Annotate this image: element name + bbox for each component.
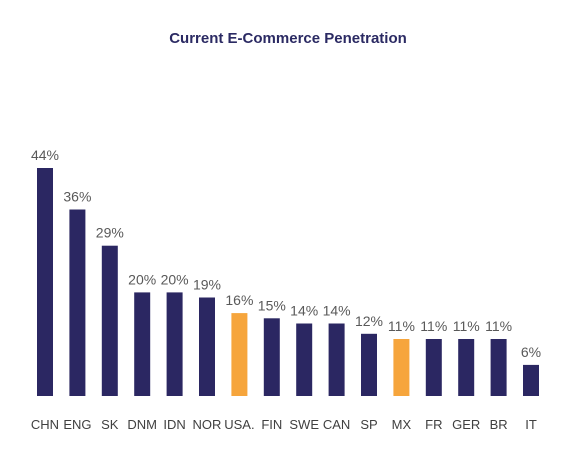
data-label-sp: 12% xyxy=(355,313,383,329)
bar-it xyxy=(523,364,539,396)
data-label-br: 11% xyxy=(485,318,512,334)
bar-swe xyxy=(296,323,313,396)
bar-idn xyxy=(166,292,183,396)
value-labels-group: 44%36%29%20% 20% 19%16% 15% 14% 14%12% 11% 11% 1… xyxy=(31,147,541,360)
bar-sk xyxy=(101,245,118,396)
chart-title: Current E-Commerce Penetration xyxy=(169,30,407,47)
data-label-nor: 19% xyxy=(193,277,221,293)
bars-group xyxy=(37,168,539,396)
category-label-idn: IDN xyxy=(163,417,185,432)
category-label-mx: MX xyxy=(392,417,412,432)
category-label-dnm: DNM xyxy=(127,417,157,432)
category-label-usa: USA. xyxy=(224,417,254,432)
category-label-ger: GER xyxy=(452,417,480,432)
category-label-swe: SWE xyxy=(289,417,319,432)
bar-chn xyxy=(37,168,53,396)
category-label-it: IT xyxy=(525,417,537,432)
category-label-chn: CHN xyxy=(31,417,59,432)
data-label-fin: 15% xyxy=(258,297,286,313)
data-label-usa: 16% xyxy=(225,292,253,308)
bar-dnm xyxy=(134,292,151,396)
data-label-it: 6% xyxy=(521,344,541,360)
bar-eng xyxy=(69,209,86,396)
category-label-sk: SK xyxy=(101,417,119,432)
data-label-swe: 14% xyxy=(290,303,318,319)
category-label-fin: FIN xyxy=(261,417,282,432)
category-label-nor: NOR xyxy=(193,417,222,432)
bar-fr xyxy=(425,339,442,396)
data-label-mx: 11% xyxy=(388,318,415,334)
category-labels-group: CHN ENG SK DNM IDN NOR USA. FIN SWE CAN SP MX FR GER B… xyxy=(31,417,537,432)
category-label-fr: FR xyxy=(425,417,442,432)
bar-br xyxy=(490,339,507,396)
bar-can xyxy=(328,323,345,396)
bar-mx xyxy=(393,339,410,396)
data-label-chn: 44% xyxy=(31,147,59,163)
data-label-can: 14% xyxy=(323,303,351,319)
data-label-ger: 11% xyxy=(453,318,480,334)
data-label-sk: 29% xyxy=(96,225,124,241)
bar-ger xyxy=(458,339,475,396)
category-label-eng: ENG xyxy=(63,417,91,432)
data-label-eng: 36% xyxy=(63,189,91,205)
data-label-fr: 11% xyxy=(420,318,447,334)
bar-fin xyxy=(263,318,280,396)
bar-sp xyxy=(361,333,377,396)
bar-nor xyxy=(199,297,215,396)
category-label-can: CAN xyxy=(323,417,350,432)
bar-usa xyxy=(231,313,248,396)
category-label-sp: SP xyxy=(360,417,377,432)
data-label-idn: 20% xyxy=(161,271,189,287)
data-label-dnm: 20% xyxy=(128,271,156,287)
category-label-br: BR xyxy=(490,417,508,432)
